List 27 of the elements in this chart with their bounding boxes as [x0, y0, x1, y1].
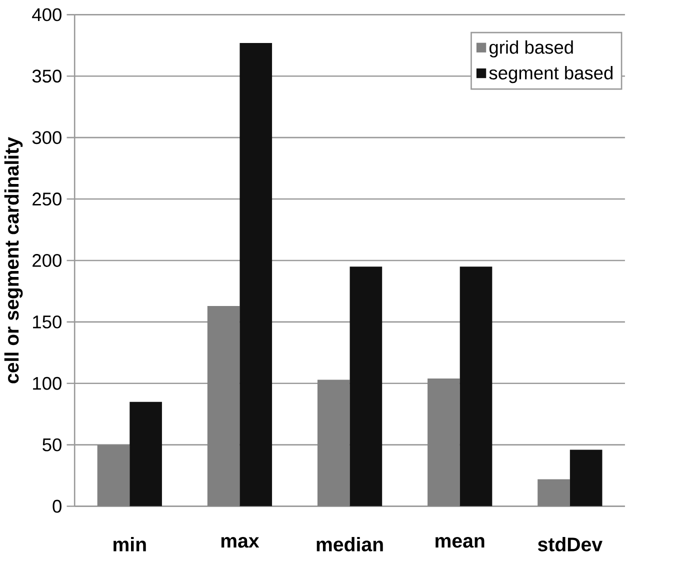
y-tick-label: 100	[33, 376, 62, 390]
y-tick-label: 0	[52, 500, 62, 513]
y-tick-label: 300	[32, 131, 62, 144]
x-tick-label: stdDev	[538, 536, 602, 552]
y-tick-label: 50	[42, 438, 62, 452]
bar	[460, 266, 492, 506]
x-tick-label: mean	[436, 536, 484, 548]
bar	[538, 479, 570, 506]
bar	[317, 380, 350, 506]
legend-label: grid based	[489, 40, 573, 58]
bar	[97, 444, 130, 506]
x-tick-label: min	[114, 536, 146, 552]
bar	[240, 42, 272, 506]
x-tick-label: median	[316, 536, 383, 552]
y-tick-label: 400	[32, 8, 62, 22]
bar	[130, 402, 162, 506]
x-tick-label: max	[221, 536, 260, 548]
bar	[350, 266, 382, 506]
y-tick-label: 250	[32, 192, 62, 206]
y-tick-label: 150	[33, 315, 62, 328]
y-tick-label: 200	[32, 254, 62, 267]
bar	[428, 378, 460, 506]
y-tick-label: 350	[32, 70, 62, 83]
legend-label: segment based	[489, 66, 613, 84]
bar	[207, 306, 240, 506]
y-axis-title: cell or segment cardinality	[4, 137, 23, 384]
bar	[570, 450, 602, 506]
